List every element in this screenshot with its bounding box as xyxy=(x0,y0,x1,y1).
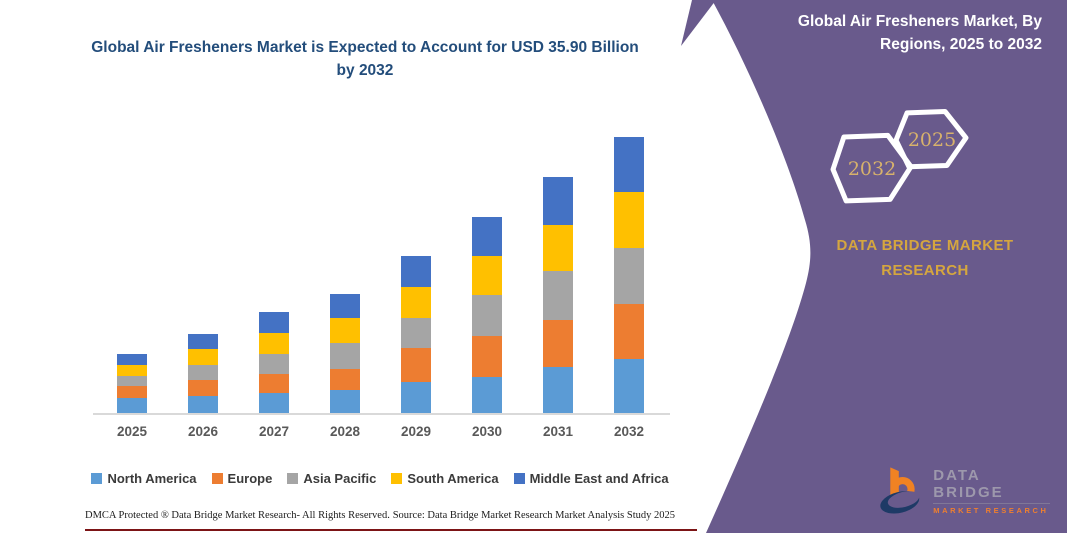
bar-2030 xyxy=(472,216,502,414)
dbmr-wordmark-line1: DATA BRIDGE MARKET xyxy=(836,237,1014,254)
bar-2032 xyxy=(614,137,644,414)
purple-corner-slash-triangle xyxy=(681,0,716,46)
bar-segment-2030-north-america xyxy=(472,376,502,414)
dbmr-logo-icon xyxy=(880,467,920,514)
bar-segment-2027-north-america xyxy=(259,393,289,414)
bar-2029 xyxy=(401,256,431,414)
logo-divider xyxy=(933,503,1050,504)
dbmr-wordmark: DATA BRIDGE MARKET RESEARCH xyxy=(775,233,1067,283)
bar-segment-2025-europe xyxy=(117,385,147,399)
bar-segment-2032-north-america xyxy=(614,359,644,414)
dbmr-wordmark-line2: RESEARCH xyxy=(881,262,969,279)
bar-segment-2026-europe xyxy=(188,380,218,397)
panel-title: Global Air Fresheners Market, By Regions… xyxy=(797,13,1042,53)
x-axis-label-2029: 2029 xyxy=(400,424,432,439)
bar-segment-2031-middle-east-and-africa xyxy=(543,176,573,225)
bar-2026 xyxy=(188,333,218,414)
bar-segment-2028-middle-east-and-africa xyxy=(330,294,360,318)
bar-segment-2027-europe xyxy=(259,374,289,394)
bar-segment-2030-asia-pacific xyxy=(472,294,502,336)
footer: DMCA Protected ® Data Bridge Market Rese… xyxy=(85,510,675,521)
bar-segment-2032-asia-pacific xyxy=(614,248,644,304)
bar-segment-2026-asia-pacific xyxy=(188,364,218,381)
bar-segment-2029-south-america xyxy=(401,286,431,319)
logo-name: DATA BRIDGE xyxy=(933,467,1004,501)
legend-label: South America xyxy=(407,471,499,486)
bar-segment-2029-north-america xyxy=(401,381,431,414)
bar-segment-2030-europe xyxy=(472,335,502,377)
x-axis-label-2028: 2028 xyxy=(329,424,361,439)
x-axis-label-2031: 2031 xyxy=(542,424,574,439)
legend-label: Europe xyxy=(227,471,273,486)
dmca-text: DMCA Protected ® Data Bridge Market Rese… xyxy=(85,510,390,521)
bar-segment-2028-asia-pacific xyxy=(330,343,360,370)
legend: North America Europe Asia Pacific South Ame… xyxy=(80,471,680,486)
bar-2025 xyxy=(117,353,147,414)
bar-segment-2025-south-america xyxy=(117,365,147,376)
bar-segment-2032-south-america xyxy=(614,191,644,249)
hexagon-2025 xyxy=(893,108,969,170)
legend-item-south-america: South America xyxy=(391,471,499,486)
legend-label: Middle East and Africa xyxy=(529,471,669,486)
bar-segment-2029-asia-pacific xyxy=(401,318,431,349)
x-axis-label-2030: 2030 xyxy=(471,424,503,439)
legend-swatch-icon xyxy=(91,473,103,484)
footer-rule xyxy=(85,529,697,531)
bar-chart xyxy=(85,132,680,415)
source-text: Source: Data Bridge Market Research Mark… xyxy=(392,510,675,521)
bar-segment-2031-europe xyxy=(543,319,573,368)
x-axis-label-2032: 2032 xyxy=(613,424,645,439)
bar-segment-2028-south-america xyxy=(330,317,360,344)
legend-item-middle-east-and-africa: Middle East and Africa xyxy=(513,471,669,486)
x-axis-line xyxy=(93,413,670,415)
bar-segment-2025-north-america xyxy=(117,398,147,414)
x-axis-label-2027: 2027 xyxy=(258,424,290,439)
bar-segment-2025-asia-pacific xyxy=(117,375,147,386)
legend-label: North America xyxy=(107,471,197,486)
bar-segment-2026-middle-east-and-africa xyxy=(188,333,218,350)
hexagon-2032-label: 2032 xyxy=(848,158,896,180)
bar-segment-2026-south-america xyxy=(188,349,218,365)
x-axis-label-2025: 2025 xyxy=(116,424,148,439)
legend-swatch-icon xyxy=(513,473,525,484)
bar-segment-2031-asia-pacific xyxy=(543,271,573,320)
bar-segment-2027-middle-east-and-africa xyxy=(259,312,289,334)
bar-segment-2029-middle-east-and-africa xyxy=(401,256,431,287)
bar-segment-2032-middle-east-and-africa xyxy=(614,137,644,192)
bar-segment-2031-north-america xyxy=(543,367,573,414)
bar-segment-2026-north-america xyxy=(188,396,218,414)
logo-subtitle: MARKET RESEARCH xyxy=(933,506,1049,515)
bar-2027 xyxy=(259,312,289,414)
page-title: Global Air Fresheners Market is Expected… xyxy=(91,39,639,79)
dbmr-logo: DATA BRIDGE MARKET RESEARCH xyxy=(878,462,1050,520)
bar-segment-2027-asia-pacific xyxy=(259,354,289,375)
legend-item-europe: Europe xyxy=(211,471,273,486)
legend-swatch-icon xyxy=(211,473,223,484)
legend-swatch-icon xyxy=(391,473,403,484)
legend-item-asia-pacific: Asia Pacific xyxy=(287,471,376,486)
bar-segment-2030-middle-east-and-africa xyxy=(472,216,502,256)
bar-segment-2029-europe xyxy=(401,348,431,382)
bar-segment-2028-europe xyxy=(330,369,360,391)
x-axis-labels: 2025 2026 2027 2028 2029 2030 2031 2032 xyxy=(85,424,680,442)
bar-2031 xyxy=(543,176,573,414)
legend-swatch-icon xyxy=(287,473,299,484)
bar-segment-2028-north-america xyxy=(330,390,360,414)
x-axis-label-2026: 2026 xyxy=(187,424,219,439)
legend-item-north-america: North America xyxy=(91,471,197,486)
hexagon-badges: 2032 2025 xyxy=(830,108,969,204)
bar-segment-2032-europe xyxy=(614,303,644,360)
bar-segment-2027-south-america xyxy=(259,333,289,355)
bar-segment-2031-south-america xyxy=(543,224,573,272)
bar-segment-2030-south-america xyxy=(472,255,502,295)
bar-segment-2025-middle-east-and-africa xyxy=(117,353,147,366)
bar-2028 xyxy=(330,294,360,414)
hexagon-2025-label: 2025 xyxy=(908,129,956,151)
legend-label: Asia Pacific xyxy=(303,471,377,486)
